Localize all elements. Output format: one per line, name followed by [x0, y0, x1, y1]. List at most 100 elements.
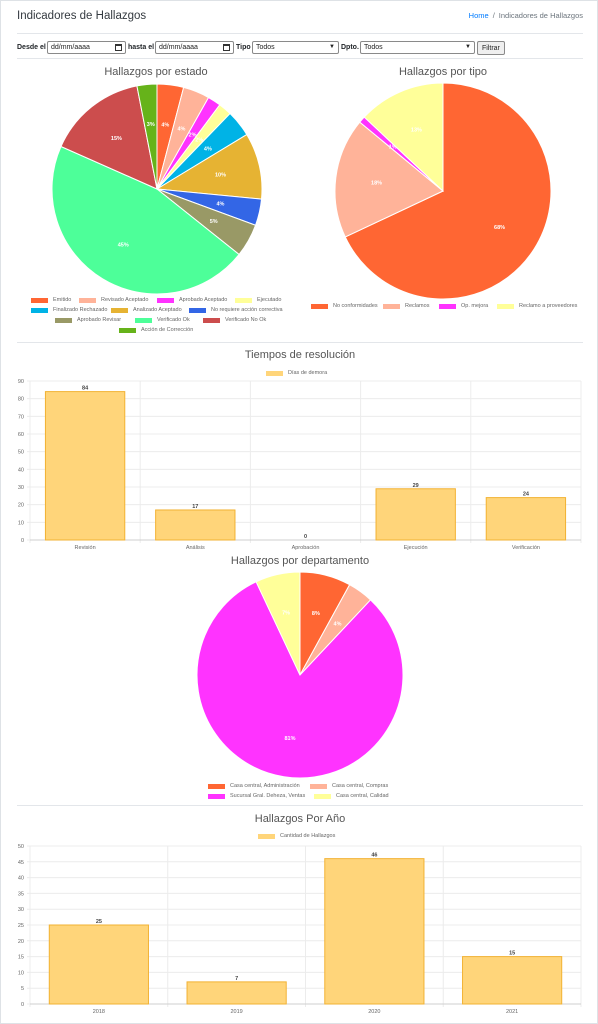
legend-label: Aprobado Aceptado: [179, 297, 228, 303]
calendar-icon[interactable]: [115, 44, 122, 51]
x-tick-label: Verificación: [512, 545, 540, 551]
y-tick-label: 0: [21, 1002, 24, 1008]
bar-2018[interactable]: [48, 924, 149, 1005]
pie-slice-no-conformidades[interactable]: [344, 82, 552, 300]
bar-chart-anio: 0 5 10 15 20 25 30 35 40 45 50 25 2018 7 2019 46 2020 15 2…: [18, 844, 582, 1015]
legend-item[interactable]: Reclamo a proveedores: [497, 303, 577, 309]
pie-data-label: 4%: [334, 621, 342, 627]
bar-data-label: 24: [523, 492, 530, 498]
pie-slice-acci-n-de-correcci-n[interactable]: [136, 83, 158, 190]
legend-swatch: [383, 303, 400, 309]
bar-2019[interactable]: [186, 981, 287, 1005]
legend-item[interactable]: Analizado Aceptado: [111, 307, 182, 313]
legend-swatch: [189, 307, 206, 313]
legend-swatch: [157, 297, 174, 303]
bar-data-label: 46: [371, 853, 377, 859]
filter-button[interactable]: Filtrar: [477, 41, 505, 55]
pie-slice-casa-central-calidad[interactable]: [255, 571, 301, 676]
legend-item[interactable]: Reclamos: [383, 303, 429, 309]
y-tick-label: 50: [18, 450, 24, 456]
legend-item[interactable]: Verificado No Ok: [203, 317, 266, 323]
from-date-input[interactable]: dd/mm/aaaa: [47, 41, 126, 54]
legend-item[interactable]: Finalizado Rechazado: [31, 307, 107, 313]
legend-label: Reclamo a proveedores: [519, 303, 578, 309]
y-tick-label: 35: [18, 891, 24, 897]
pie-data-label: 4%: [204, 146, 212, 152]
chevron-down-icon: ▼: [329, 44, 335, 50]
divider: [17, 805, 583, 806]
legend-item[interactable]: No conformidades: [311, 303, 378, 309]
legend-item[interactable]: Aprobado Revisar: [55, 317, 121, 323]
chart-title-anio: Hallazgos Por Año: [254, 813, 346, 825]
legend-item[interactable]: Casa central, Compras: [310, 783, 388, 789]
y-tick-label: 15: [18, 955, 24, 961]
bar-2020[interactable]: [324, 858, 425, 1005]
bar-revisión[interactable]: [44, 391, 126, 541]
legend-label: No conformidades: [333, 303, 378, 309]
pie-slice-verificado-no-ok[interactable]: [60, 85, 158, 190]
legend-item[interactable]: Revisado Aceptado: [79, 297, 148, 303]
chart-title-estado: Hallazgos por estado: [104, 66, 208, 78]
y-tick-label: 20: [18, 939, 24, 945]
legend-swatch: [310, 783, 327, 789]
bar-ejecución[interactable]: [375, 488, 456, 541]
breadcrumb-home-link[interactable]: Home: [468, 11, 489, 20]
page-title: Indicadores de Hallazgos: [17, 10, 147, 22]
legend-item[interactable]: Cantidad de Hallazgos: [258, 833, 335, 839]
x-tick-label: Revisión: [75, 545, 96, 551]
legend-swatch: [497, 303, 514, 309]
y-tick-label: 80: [18, 397, 24, 403]
y-tick-label: 40: [18, 467, 24, 473]
legend-label: No requiere acción correctiva: [211, 307, 283, 313]
legend-item[interactable]: Casa central, Calidad: [314, 793, 389, 799]
legend-label: Finalizado Rechazado: [53, 307, 108, 313]
bar-data-label: 29: [413, 483, 419, 489]
legend-item[interactable]: No requiere acción correctiva: [189, 307, 283, 313]
pie-slice-reclamos[interactable]: [334, 121, 444, 238]
y-tick-label: 40: [18, 876, 24, 882]
legend-swatch: [203, 317, 220, 323]
legend-label: Op. mejora: [461, 303, 489, 309]
legend-label: Ejecutado: [257, 297, 282, 303]
legend-swatch: [208, 793, 225, 799]
legend-item[interactable]: Casa central, Administración: [208, 783, 300, 789]
type-select[interactable]: Todos ▼: [252, 41, 339, 54]
y-tick-label: 70: [18, 414, 24, 420]
pie-slice-sucursal-gral-deheza-ventas[interactable]: [196, 581, 404, 779]
pie-data-label: 5%: [210, 219, 218, 225]
legend-item[interactable]: Ejecutado: [235, 297, 281, 303]
calendar-icon[interactable]: [223, 44, 230, 51]
type-label: Tipo: [236, 44, 251, 51]
pie-data-label: 4%: [177, 127, 185, 133]
legend-label: Reclamos: [405, 303, 430, 309]
y-tick-label: 25: [18, 923, 24, 929]
bar-2021[interactable]: [462, 956, 563, 1005]
y-tick-label: 10: [18, 520, 24, 526]
pie-data-label: 2%: [189, 132, 197, 138]
pie-data-label: 10%: [215, 173, 226, 179]
chart-title-tipo: Hallazgos por tipo: [398, 66, 488, 78]
pie-data-label: 4%: [216, 201, 224, 207]
legend-swatch: [31, 307, 48, 313]
legend-item[interactable]: Emitido: [31, 297, 71, 303]
pie-slice-reclamo-a-proveedores[interactable]: [363, 82, 444, 193]
legend-label: Revisado Aceptado: [101, 297, 149, 303]
bar-análisis[interactable]: [155, 509, 236, 541]
to-date-input[interactable]: dd/mm/aaaa: [155, 41, 234, 54]
y-tick-label: 50: [18, 844, 24, 850]
legend-item[interactable]: Verificado Ok: [135, 317, 190, 323]
pie-slice-verificado-ok[interactable]: [51, 145, 240, 295]
pie-data-label: 4%: [161, 122, 169, 128]
legend-label: Emitido: [53, 297, 72, 303]
bar-verificación[interactable]: [485, 497, 567, 541]
x-tick-label: 2018: [93, 1009, 105, 1015]
legend-item[interactable]: Aprobado Aceptado: [157, 297, 227, 303]
dept-select[interactable]: Todos ▼: [360, 41, 475, 54]
legend-item[interactable]: Días de demora: [266, 370, 327, 376]
legend-item[interactable]: Op. mejora: [439, 303, 488, 309]
legend-item[interactable]: Sucursal Gral. Deheza, Ventas: [208, 793, 305, 799]
chart-title-departamento: Hallazgos por departamento: [230, 555, 370, 567]
legend-swatch: [55, 317, 72, 323]
legend-swatch: [311, 303, 328, 309]
legend-item[interactable]: Acción de Corrección: [119, 327, 193, 333]
